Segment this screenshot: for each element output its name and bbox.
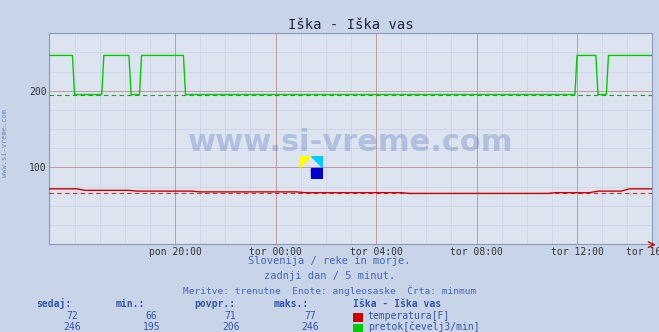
Text: maks.:: maks.: [273, 299, 308, 309]
Text: povpr.:: povpr.: [194, 299, 235, 309]
Text: 246: 246 [301, 322, 318, 332]
Text: 72: 72 [67, 311, 78, 321]
Text: pretok[čevelj3/min]: pretok[čevelj3/min] [368, 321, 479, 332]
Title: Iška - Iška vas: Iška - Iška vas [288, 18, 414, 32]
Text: temperatura[F]: temperatura[F] [368, 311, 450, 321]
Text: Meritve: trenutne  Enote: angleosaske  Črta: minmum: Meritve: trenutne Enote: angleosaske Črt… [183, 285, 476, 296]
Text: 246: 246 [64, 322, 81, 332]
Text: 77: 77 [304, 311, 316, 321]
Text: www.si-vreme.com: www.si-vreme.com [188, 128, 513, 157]
Text: sedaj:: sedaj: [36, 298, 71, 309]
Text: www.si-vreme.com: www.si-vreme.com [2, 109, 9, 177]
Text: min.:: min.: [115, 299, 145, 309]
Text: 206: 206 [222, 322, 239, 332]
Polygon shape [300, 156, 312, 168]
Polygon shape [312, 156, 323, 168]
Text: Iška - Iška vas: Iška - Iška vas [353, 299, 441, 309]
Polygon shape [312, 168, 323, 179]
Text: zadnji dan / 5 minut.: zadnji dan / 5 minut. [264, 271, 395, 281]
Text: 71: 71 [225, 311, 237, 321]
Text: 66: 66 [146, 311, 158, 321]
Text: Slovenija / reke in morje.: Slovenija / reke in morje. [248, 256, 411, 266]
Text: 195: 195 [143, 322, 160, 332]
